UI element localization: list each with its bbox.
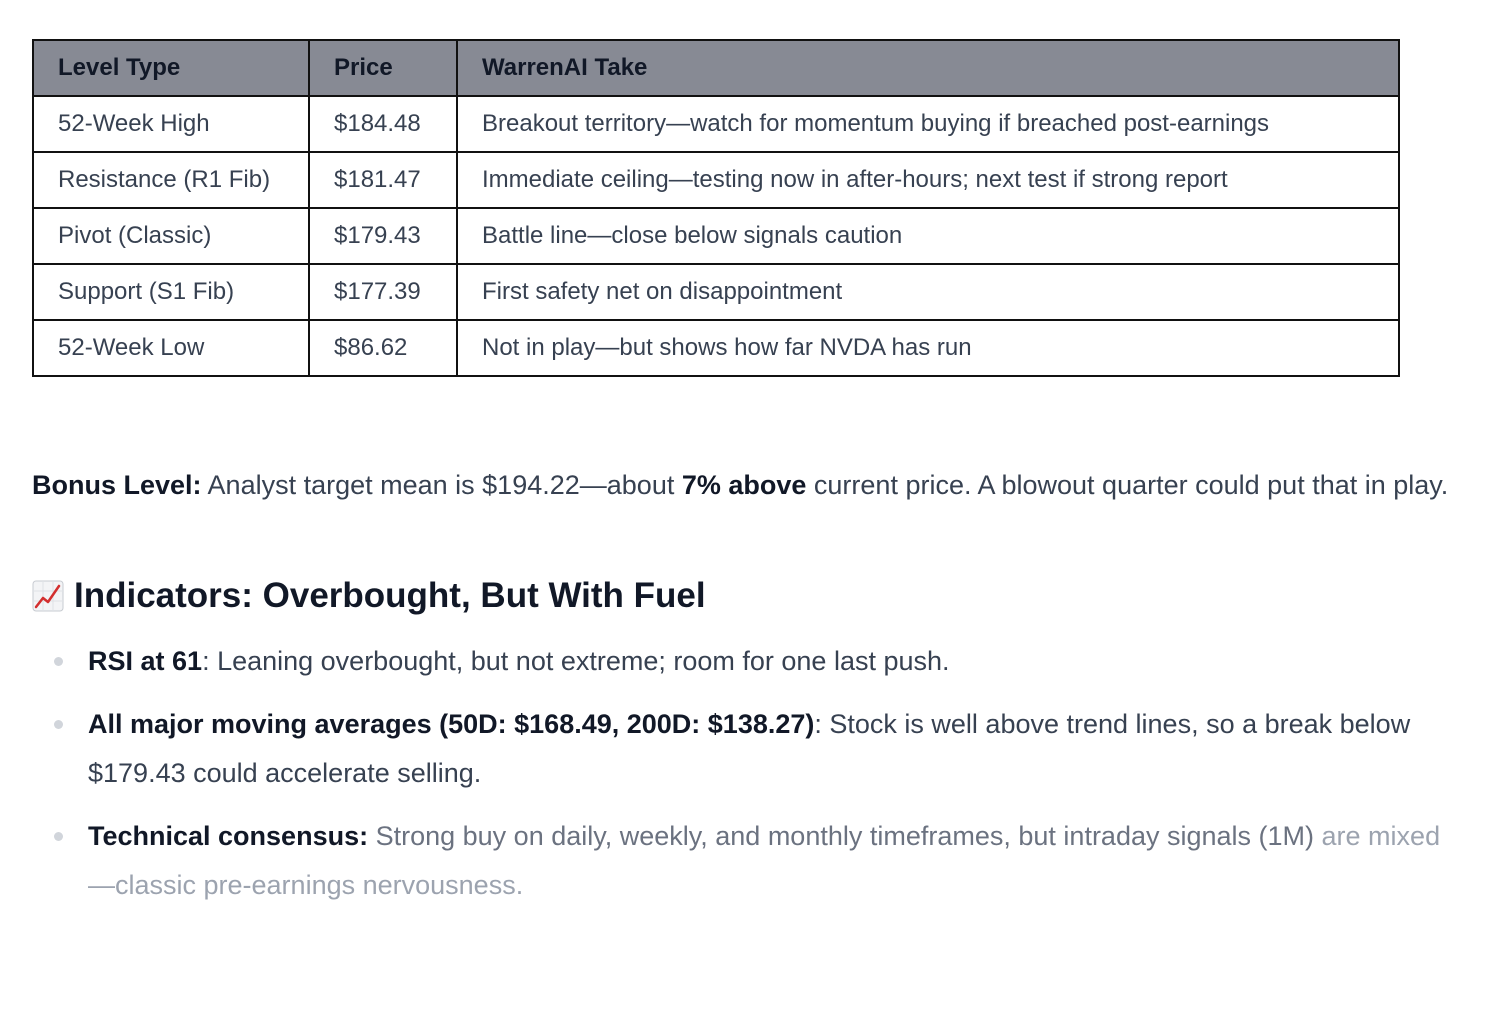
indicators-heading: Indicators: Overbought, But With Fuel <box>32 571 1452 621</box>
cell-take: Immediate ceiling—testing now in after-h… <box>456 151 1400 209</box>
bonus-text-before: Analyst target mean is $194.22—about <box>201 470 682 500</box>
cell-price: $184.48 <box>308 95 458 153</box>
list-item: All major moving averages (50D: $168.49,… <box>32 700 1452 798</box>
cell-take: Battle line—close below signals caution <box>456 207 1400 265</box>
table-row: 52-Week Low $86.62 Not in play—but shows… <box>32 319 1400 377</box>
bonus-text-after: current price. A blowout quarter could p… <box>806 470 1449 500</box>
item-text: : Stock is well above trend lines, so a … <box>88 709 1411 788</box>
bullet-dot <box>54 832 63 841</box>
table-row: 52-Week High $184.48 Breakout territory—… <box>32 95 1400 153</box>
table-row: Pivot (Classic) $179.43 Battle line—clos… <box>32 207 1400 265</box>
item-bold: All major moving averages (50D: $168.49,… <box>88 709 815 739</box>
bonus-emphasis: 7% above <box>681 470 807 500</box>
list-item: Technical consensus: Strong buy on daily… <box>32 812 1452 910</box>
item-text: Strong buy on daily, weekly, and monthly… <box>368 821 1315 851</box>
bullet-dot <box>54 657 63 666</box>
table-header-row: Level Type Price WarrenAI Take <box>32 39 1400 97</box>
bullet-dot <box>54 720 63 729</box>
cell-price: $179.43 <box>308 207 458 265</box>
cell-take: Breakout territory—watch for momentum bu… <box>456 95 1400 153</box>
cell-take: First safety net on disappointment <box>456 263 1400 321</box>
cell-take: Not in play—but shows how far NVDA has r… <box>456 319 1400 377</box>
indicators-list: RSI at 61: Leaning overbought, but not e… <box>32 637 1452 910</box>
bonus-label: Bonus Level: <box>32 470 202 500</box>
cell-level-type: Resistance (R1 Fib) <box>32 151 310 209</box>
article-content: Level Type Price WarrenAI Take 52-Week H… <box>32 39 1452 924</box>
cell-price: $177.39 <box>308 263 458 321</box>
header-level-type: Level Type <box>32 39 310 97</box>
indicators-title: Indicators: Overbought, But With Fuel <box>74 576 706 615</box>
cell-price: $181.47 <box>308 151 458 209</box>
table-row: Support (S1 Fib) $177.39 First safety ne… <box>32 263 1400 321</box>
chart-increasing-icon <box>32 580 64 612</box>
item-bold: RSI at 61 <box>88 646 203 676</box>
cell-level-type: 52-Week High <box>32 95 310 153</box>
cell-level-type: 52-Week Low <box>32 319 310 377</box>
item-text-faded: are mixed—classic pre-earnings nervousne… <box>88 821 1441 900</box>
item-bold: Technical consensus: <box>88 821 369 851</box>
cell-level-type: Pivot (Classic) <box>32 207 310 265</box>
levels-table: Level Type Price WarrenAI Take 52-Week H… <box>32 39 1400 377</box>
cell-level-type: Support (S1 Fib) <box>32 263 310 321</box>
table-row: Resistance (R1 Fib) $181.47 Immediate ce… <box>32 151 1400 209</box>
item-text: : Leaning overbought, but not extreme; r… <box>202 646 950 676</box>
list-item: RSI at 61: Leaning overbought, but not e… <box>32 637 1452 686</box>
bonus-level-paragraph: Bonus Level: Analyst target mean is $194… <box>32 461 1452 510</box>
header-warrenai-take: WarrenAI Take <box>456 39 1400 97</box>
cell-price: $86.62 <box>308 319 458 377</box>
header-price: Price <box>308 39 458 97</box>
